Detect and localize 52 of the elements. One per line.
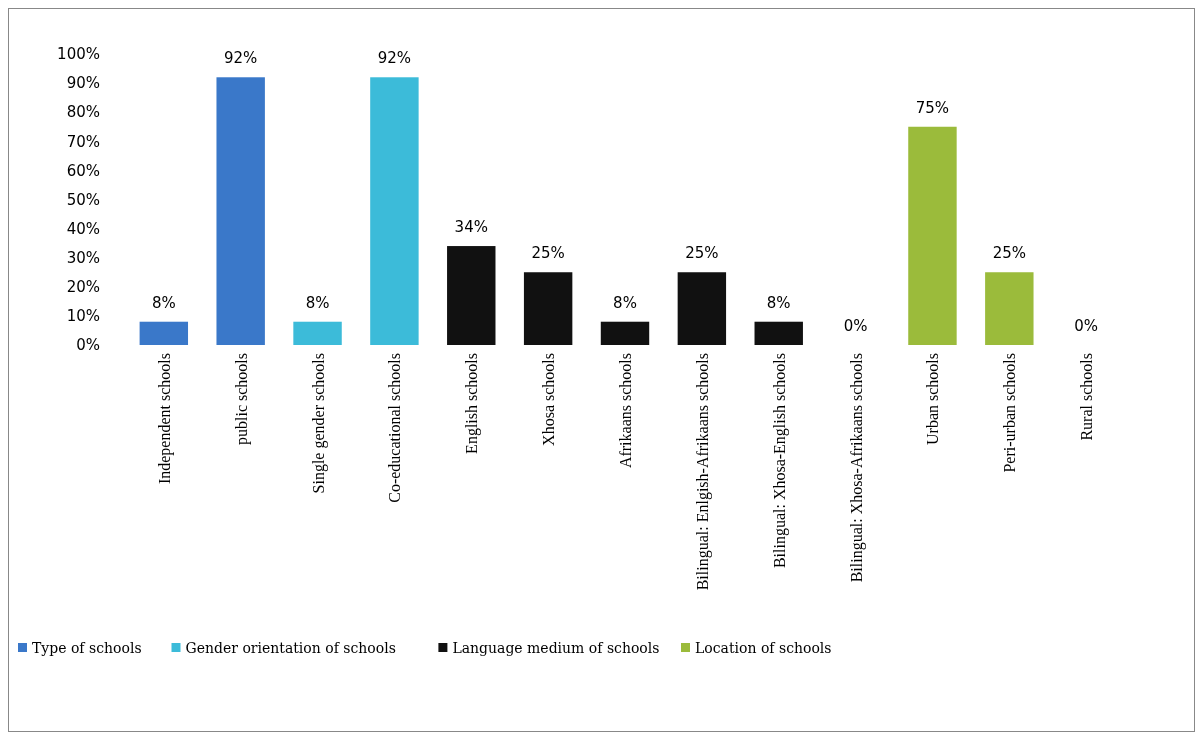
legend-label: Type of schools (32, 639, 142, 656)
data-label: 25% (531, 244, 565, 263)
x-tick-label: English schools (463, 353, 482, 454)
y-tick-label: 30% (66, 248, 100, 267)
x-tick-label: Afrikaans schools (617, 353, 634, 469)
legend-label: Language medium of schools (452, 639, 660, 656)
data-label: 25% (685, 244, 719, 263)
y-tick-label: 40% (66, 219, 100, 238)
x-tick-label: Independent schools (155, 353, 174, 485)
x-tick-label: Rural schools (1078, 353, 1096, 441)
y-tick-label: 20% (66, 278, 100, 297)
data-label: 92% (377, 49, 412, 68)
x-tick-label: Co-educational schools (386, 353, 404, 503)
data-label: 8% (766, 293, 791, 312)
bar (447, 246, 496, 345)
legend-label: Location of schools (695, 639, 832, 656)
bar (139, 321, 189, 345)
x-tick-label: Single gender schools (309, 353, 328, 494)
data-label: 75% (915, 98, 950, 117)
bar (216, 77, 265, 345)
data-label: 8% (613, 293, 637, 312)
data-label: 0% (843, 317, 868, 335)
y-tick-label: 50% (66, 190, 100, 209)
y-tick-label: 10% (66, 307, 100, 326)
bar (677, 272, 727, 345)
y-tick-label: 70% (66, 132, 100, 151)
bar (293, 321, 342, 345)
y-tick-label: 90% (66, 74, 100, 93)
x-tick-label: Peri-urban schools (1001, 353, 1019, 473)
bar (370, 77, 419, 345)
x-tick-label: Bilingual: Xhosa-Afrikaans schools (847, 353, 866, 583)
y-tick-label: 80% (66, 103, 100, 122)
data-label: 8% (305, 293, 330, 312)
bar (908, 126, 957, 345)
bar (754, 321, 803, 345)
x-tick-label: Xhosa schools (540, 353, 558, 446)
x-tick-label: Urban schools (924, 353, 942, 445)
y-tick-label: 100% (57, 45, 100, 64)
bar (985, 272, 1034, 345)
y-tick-label: 60% (66, 161, 100, 180)
x-tick-label: Bilingual: Xhosa-English schools (770, 353, 789, 569)
data-label: 8% (151, 293, 176, 312)
y-tick-label: 0% (76, 336, 100, 355)
data-label: 25% (992, 244, 1026, 263)
data-label: 0% (1074, 317, 1099, 335)
bar (523, 272, 573, 345)
data-label: 34% (454, 218, 488, 237)
data-label: 92% (224, 49, 258, 68)
x-tick-label: Bilingual: Enlgish-Afrikaans schools (693, 353, 712, 591)
legend-label: Gender orientation of schools (185, 639, 396, 656)
bar (600, 321, 650, 345)
x-tick-label: public schools (232, 353, 251, 445)
